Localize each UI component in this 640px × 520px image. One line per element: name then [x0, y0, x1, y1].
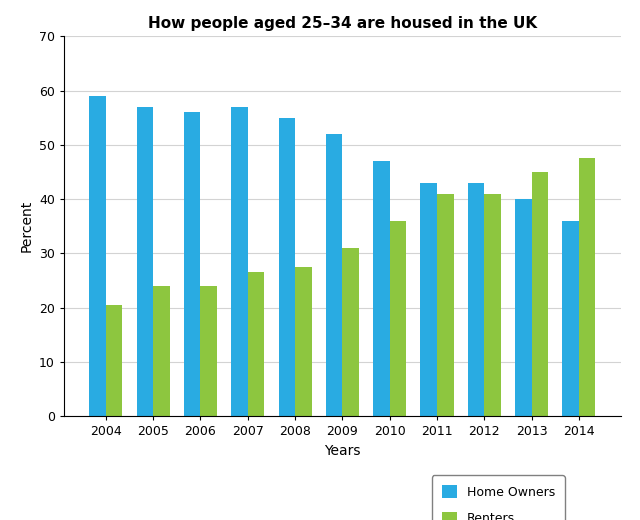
Bar	[420, 183, 437, 416]
Bar	[563, 221, 579, 416]
Bar	[326, 134, 342, 416]
Title: How people aged 25–34 are housed in the UK: How people aged 25–34 are housed in the …	[148, 16, 537, 31]
Bar	[484, 193, 501, 416]
Bar	[468, 183, 484, 416]
Bar	[515, 199, 532, 416]
Bar	[437, 193, 454, 416]
Bar	[248, 272, 264, 416]
Bar	[200, 286, 217, 416]
Bar	[390, 221, 406, 416]
Bar	[153, 286, 170, 416]
Bar	[579, 159, 595, 416]
Bar	[278, 118, 295, 416]
X-axis label: Years: Years	[324, 444, 361, 458]
Bar	[231, 107, 248, 416]
Bar	[342, 248, 359, 416]
Bar	[532, 172, 548, 416]
Bar	[373, 161, 390, 416]
Bar	[184, 112, 200, 416]
Bar	[106, 305, 122, 416]
Y-axis label: Percent: Percent	[19, 200, 33, 252]
Bar	[136, 107, 153, 416]
Bar	[295, 267, 312, 416]
Bar	[90, 96, 106, 416]
Legend: Home Owners, Renters: Home Owners, Renters	[431, 475, 565, 520]
